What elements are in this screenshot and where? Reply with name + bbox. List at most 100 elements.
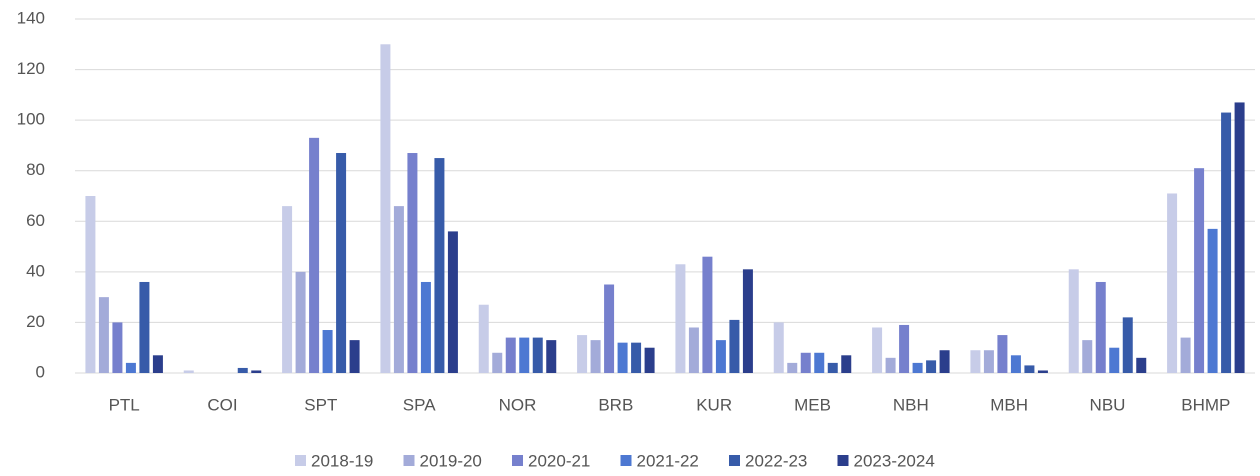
x-tick-label: KUR (696, 395, 732, 414)
bar (152, 355, 163, 373)
bar (939, 350, 950, 373)
y-tick-label: 120 (17, 59, 45, 78)
bar (420, 281, 431, 373)
bar (125, 362, 136, 373)
bar (1037, 370, 1048, 373)
y-tick-label: 60 (26, 211, 45, 230)
bar (322, 330, 333, 373)
bar (1024, 365, 1035, 373)
bar (1068, 269, 1079, 373)
bar (1095, 281, 1106, 373)
bar (139, 281, 150, 373)
bar (1109, 347, 1120, 373)
bar (773, 322, 784, 373)
bar (336, 153, 347, 373)
bar (519, 337, 530, 373)
bar (532, 337, 543, 373)
bar (505, 337, 516, 373)
bar (1221, 112, 1232, 374)
bar (688, 327, 699, 373)
bar (787, 362, 798, 373)
bar (492, 352, 503, 373)
bar (447, 231, 458, 373)
x-tick-label: PTL (109, 395, 140, 414)
x-tick-label: NBH (893, 395, 929, 414)
x-tick-label: MBH (990, 395, 1028, 414)
bar (631, 342, 642, 373)
legend-swatch (729, 455, 740, 466)
y-tick-label: 140 (17, 8, 45, 27)
bar (251, 370, 262, 373)
bar (407, 153, 418, 373)
x-tick-label: MEB (794, 395, 831, 414)
legend-label: 2023-2024 (854, 451, 935, 470)
bar (800, 352, 811, 373)
x-tick-label: NBU (1090, 395, 1126, 414)
legend-swatch (620, 455, 632, 466)
bar (926, 360, 937, 373)
bar (1207, 228, 1218, 373)
bar (85, 196, 96, 373)
x-tick-label: SPT (304, 395, 337, 414)
bar (478, 304, 489, 373)
bar (237, 367, 248, 373)
bar (1194, 168, 1205, 373)
bar (98, 297, 109, 373)
legend-swatch (512, 455, 523, 466)
bar (1122, 317, 1133, 373)
bar (393, 206, 404, 373)
y-tick-label: 100 (17, 110, 45, 129)
x-tick-label: BRB (598, 395, 633, 414)
x-tick-label: SPA (403, 395, 436, 414)
bar (1136, 357, 1147, 373)
legend-label: 2022-23 (745, 451, 807, 470)
bar (715, 340, 726, 373)
bar (742, 269, 753, 373)
bar (1180, 337, 1191, 373)
bar (1010, 355, 1021, 373)
bar (590, 340, 601, 373)
bar (295, 271, 306, 373)
x-tick-label: COI (207, 395, 237, 414)
bar (282, 206, 293, 373)
bar (997, 335, 1008, 373)
legend-label: 2021-22 (637, 451, 699, 470)
bar (885, 357, 896, 373)
bar (702, 256, 713, 373)
y-tick-label: 80 (26, 160, 45, 179)
bar (309, 137, 320, 373)
bar (675, 264, 686, 373)
bar (604, 284, 615, 373)
bar (546, 340, 557, 373)
legend-label: 2019-20 (420, 451, 482, 470)
bar (1234, 102, 1245, 373)
bar (729, 319, 740, 373)
bar (912, 362, 923, 373)
bar (434, 158, 445, 373)
bar (1167, 193, 1178, 373)
bar (899, 324, 910, 373)
y-tick-label: 20 (26, 312, 45, 331)
bar (112, 322, 123, 373)
bar (349, 340, 360, 373)
legend-swatch (295, 455, 306, 466)
legend-label: 2018-19 (311, 451, 373, 470)
bar (644, 347, 655, 373)
bar (983, 350, 994, 373)
bar (872, 327, 883, 373)
bar (617, 342, 628, 373)
y-tick-label: 40 (26, 261, 45, 280)
bar (814, 352, 825, 373)
bar (970, 350, 981, 373)
bar (841, 355, 852, 373)
bar (183, 370, 194, 373)
bar (380, 44, 391, 374)
legend-label: 2020-21 (528, 451, 590, 470)
y-tick-label: 0 (36, 362, 45, 381)
legend-swatch (837, 455, 849, 466)
x-tick-label: BHMP (1181, 395, 1230, 414)
legend-swatch (403, 455, 415, 466)
x-tick-label: NOR (499, 395, 537, 414)
bar (1082, 340, 1093, 373)
